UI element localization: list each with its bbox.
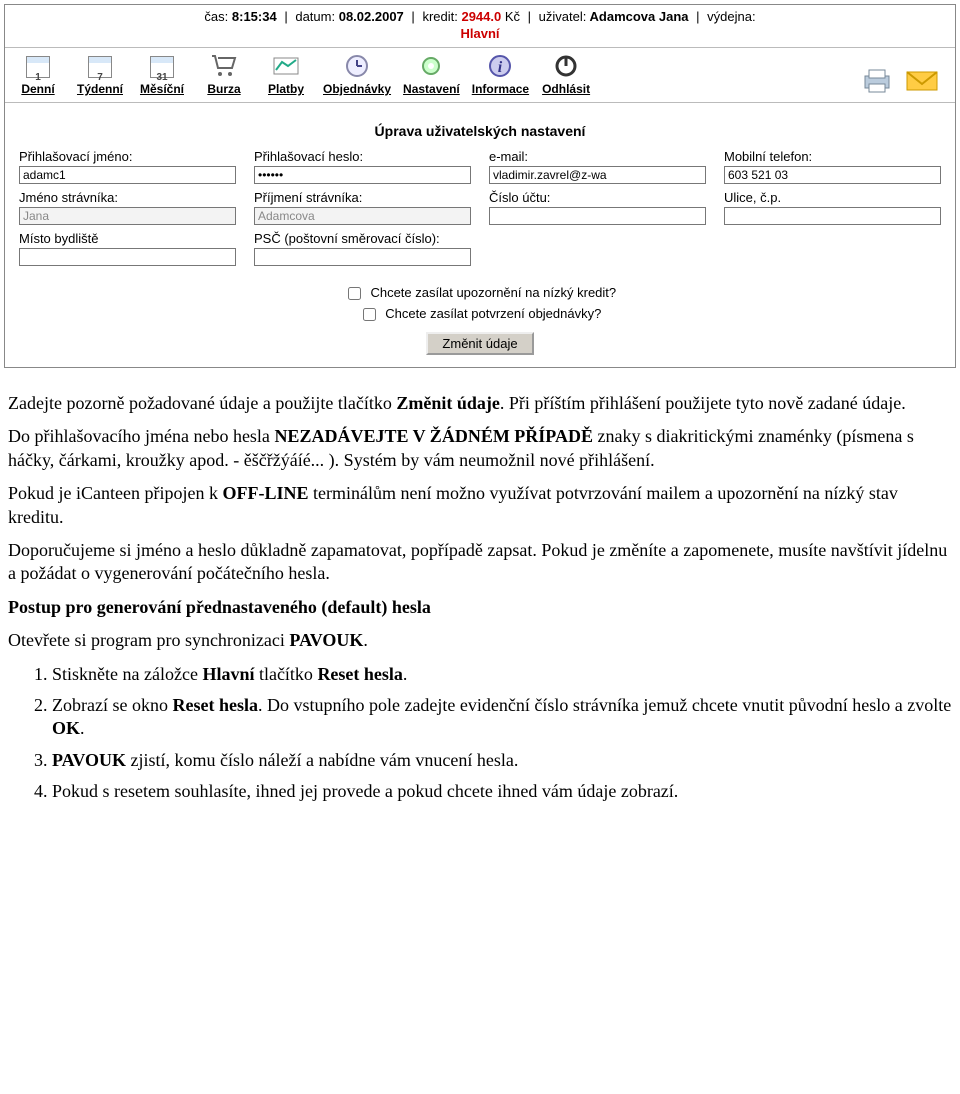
zip-input[interactable] bbox=[254, 248, 471, 266]
street-label: Ulice, č.p. bbox=[724, 190, 941, 205]
printer-icon[interactable] bbox=[859, 66, 895, 96]
doc-p2b: NEZADÁVEJTE V ŽÁDNÉM PŘÍPADĚ bbox=[274, 426, 593, 446]
account-input[interactable] bbox=[489, 207, 706, 225]
doc-p5: Postup pro generování přednastaveného (d… bbox=[8, 596, 952, 619]
city-input[interactable] bbox=[19, 248, 236, 266]
doc-p1a: Zadejte pozorně požadované údaje a použi… bbox=[8, 393, 396, 413]
menu-odhlasit[interactable]: Odhlásit bbox=[541, 52, 591, 96]
menu-label: Odhlásit bbox=[542, 82, 590, 96]
doc-li2c: . Do vstupního pole zadejte evidenční čí… bbox=[258, 695, 951, 715]
doc-p1b: Změnit údaje bbox=[396, 393, 500, 413]
info-icon: i bbox=[484, 52, 516, 80]
doc-p2a: Do přihlašovacího jména nebo hesla bbox=[8, 426, 274, 446]
doc-p4: Doporučujeme si jméno a heslo důkladně z… bbox=[8, 539, 952, 586]
calendar-1-icon bbox=[26, 56, 50, 78]
menu-label: Burza bbox=[207, 82, 240, 96]
doc-li1b: Hlavní bbox=[202, 664, 254, 684]
menu-mesicni[interactable]: Měsíční bbox=[137, 56, 187, 96]
doc-p3b: OFF-LINE bbox=[222, 483, 308, 503]
svg-text:i: i bbox=[498, 59, 503, 76]
doc-p1c: . Při příštím přihlášení použijete tyto … bbox=[500, 393, 906, 413]
fname-label: Jméno strávníka: bbox=[19, 190, 236, 205]
doc-li3: PAVOUK zjistí, komu číslo náleží a nabíd… bbox=[52, 749, 952, 772]
phone-label: Mobilní telefon: bbox=[724, 149, 941, 164]
lname-input bbox=[254, 207, 471, 225]
doc-li3b: zjistí, komu číslo náleží a nabídne vám … bbox=[126, 750, 518, 770]
credit-value: 2944.0 bbox=[461, 9, 501, 24]
password-label: Přihlašovací heslo: bbox=[254, 149, 471, 164]
menu-label: Objednávky bbox=[323, 82, 391, 96]
city-label: Místo bydliště bbox=[19, 231, 236, 246]
low-credit-checkbox[interactable] bbox=[348, 287, 361, 300]
menu-label: Nastavení bbox=[403, 82, 460, 96]
user-label: uživatel: bbox=[539, 9, 587, 24]
doc-li1d: Reset hesla bbox=[317, 664, 402, 684]
doc-p6b: PAVOUK bbox=[289, 630, 363, 650]
menu-bar: Denní Týdenní Měsíční Burza Platby Objed… bbox=[5, 47, 955, 102]
doc-text: Zadejte pozorně požadované údaje a použi… bbox=[0, 372, 960, 833]
chart-icon bbox=[270, 52, 302, 80]
password-input[interactable] bbox=[254, 166, 471, 184]
account-label: Číslo účtu: bbox=[489, 190, 706, 205]
phone-input[interactable] bbox=[724, 166, 941, 184]
menu-label: Platby bbox=[268, 82, 304, 96]
doc-p6a: Otevřete si program pro synchronizaci bbox=[8, 630, 289, 650]
time-value: 8:15:34 bbox=[232, 9, 277, 24]
doc-li1c: tlačítko bbox=[254, 664, 317, 684]
date-label: datum: bbox=[295, 9, 335, 24]
login-label: Přihlašovací jméno: bbox=[19, 149, 236, 164]
dispense-label: výdejna: bbox=[707, 9, 755, 24]
doc-p3a: Pokud je iCanteen připojen k bbox=[8, 483, 222, 503]
menu-label: Informace bbox=[472, 82, 529, 96]
doc-li2d: OK bbox=[52, 718, 80, 738]
doc-li4: Pokud s resetem souhlasíte, ihned jej pr… bbox=[52, 780, 952, 803]
credit-currency: Kč bbox=[505, 9, 520, 24]
doc-li2: Zobrazí se okno Reset hesla. Do vstupníh… bbox=[52, 694, 952, 741]
menu-nastaveni[interactable]: Nastavení bbox=[403, 52, 460, 96]
submit-button[interactable]: Změnit údaje bbox=[426, 332, 533, 355]
login-input[interactable] bbox=[19, 166, 236, 184]
lname-label: Příjmení strávníka: bbox=[254, 190, 471, 205]
menu-denni[interactable]: Denní bbox=[13, 56, 63, 96]
doc-li2b: Reset hesla bbox=[172, 695, 257, 715]
street-input[interactable] bbox=[724, 207, 941, 225]
calendar-7-icon bbox=[88, 56, 112, 78]
zip-label: PSČ (poštovní směrovací číslo): bbox=[254, 231, 471, 246]
main-label: Hlavní bbox=[5, 26, 955, 47]
credit-label: kredit: bbox=[422, 9, 457, 24]
email-label: e-mail: bbox=[489, 149, 706, 164]
cart-icon bbox=[208, 52, 240, 80]
doc-li3a: PAVOUK bbox=[52, 750, 126, 770]
user-value: Adamcova Jana bbox=[590, 9, 689, 24]
clock-icon bbox=[341, 52, 373, 80]
time-label: čas: bbox=[204, 9, 228, 24]
app-frame: čas: 8:15:34 | datum: 08.02.2007 | kredi… bbox=[4, 4, 956, 368]
mail-icon[interactable] bbox=[905, 68, 939, 94]
menu-burza[interactable]: Burza bbox=[199, 52, 249, 96]
status-bar: čas: 8:15:34 | datum: 08.02.2007 | kredi… bbox=[5, 5, 955, 26]
menu-platby[interactable]: Platby bbox=[261, 52, 311, 96]
settings-title: Úprava uživatelských nastavení bbox=[15, 123, 945, 139]
confirm-checkbox[interactable] bbox=[363, 308, 376, 321]
doc-li1: Stiskněte na záložce Hlavní tlačítko Res… bbox=[52, 663, 952, 686]
fname-input bbox=[19, 207, 236, 225]
doc-li1a: Stiskněte na záložce bbox=[52, 664, 202, 684]
doc-li2e: . bbox=[80, 718, 85, 738]
calendar-31-icon bbox=[150, 56, 174, 78]
settings-panel: Úprava uživatelských nastavení Přihlašov… bbox=[5, 102, 955, 367]
doc-li2a: Zobrazí se okno bbox=[52, 695, 172, 715]
confirm-label: Chcete zasílat potvrzení objednávky? bbox=[385, 306, 601, 321]
gear-icon bbox=[415, 52, 447, 80]
doc-p6c: . bbox=[363, 630, 368, 650]
low-credit-label: Chcete zasílat upozornění na nízký kredi… bbox=[370, 285, 616, 300]
date-value: 08.02.2007 bbox=[339, 9, 404, 24]
email-input[interactable] bbox=[489, 166, 706, 184]
doc-li1e: . bbox=[403, 664, 408, 684]
menu-informace[interactable]: i Informace bbox=[472, 52, 529, 96]
menu-objednavky[interactable]: Objednávky bbox=[323, 52, 391, 96]
power-icon bbox=[550, 52, 582, 80]
menu-tydenni[interactable]: Týdenní bbox=[75, 56, 125, 96]
